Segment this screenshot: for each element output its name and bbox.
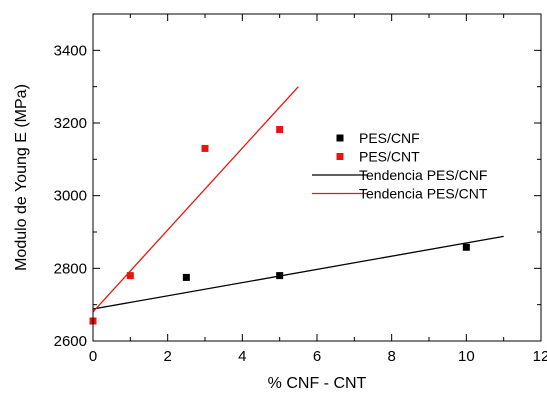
x-tick-label: 2 [163,348,171,365]
data-point [276,126,284,134]
x-tick-label: 12 [533,348,547,365]
legend: PES/CNF PES/CNT Tendencia PES/CNF Tendencia… [312,130,488,202]
x-tick-label: 4 [238,348,246,365]
x-tick-label: 0 [89,348,97,365]
plot-frame [92,13,542,342]
y-tick-label: 2800 [54,260,87,277]
legend-label: PES/CNF [359,130,420,146]
legend-square-symbol [336,153,344,160]
data-point [126,272,134,280]
y-axis-label: Modulo de Young E (MPa) [13,84,30,271]
legend-label: Tendencia PES/CNT [359,186,488,202]
data-point [276,272,284,280]
legend-label: PES/CNT [359,149,420,165]
x-tick-label: 10 [458,348,475,365]
y-tick-label: 3000 [54,188,87,205]
data-point [201,144,209,152]
trend-line-2 [92,235,504,310]
y-tick-label: 3200 [54,115,87,132]
x-tick-label: 8 [387,348,395,365]
data-point [182,273,190,281]
legend-square-symbol [336,134,344,142]
x-axis-label: % CNF - CNT [268,375,367,392]
tick-labels: 0 2 4 6 8 10 12 2600 2800 3000 3200 3400 [54,42,547,365]
y-tick-label: 3400 [54,42,87,59]
data-point [462,243,470,251]
legend-label: Tendencia PES/CNF [359,167,487,183]
y-tick-label: 2600 [54,333,87,350]
x-tick-label: 6 [313,348,321,365]
